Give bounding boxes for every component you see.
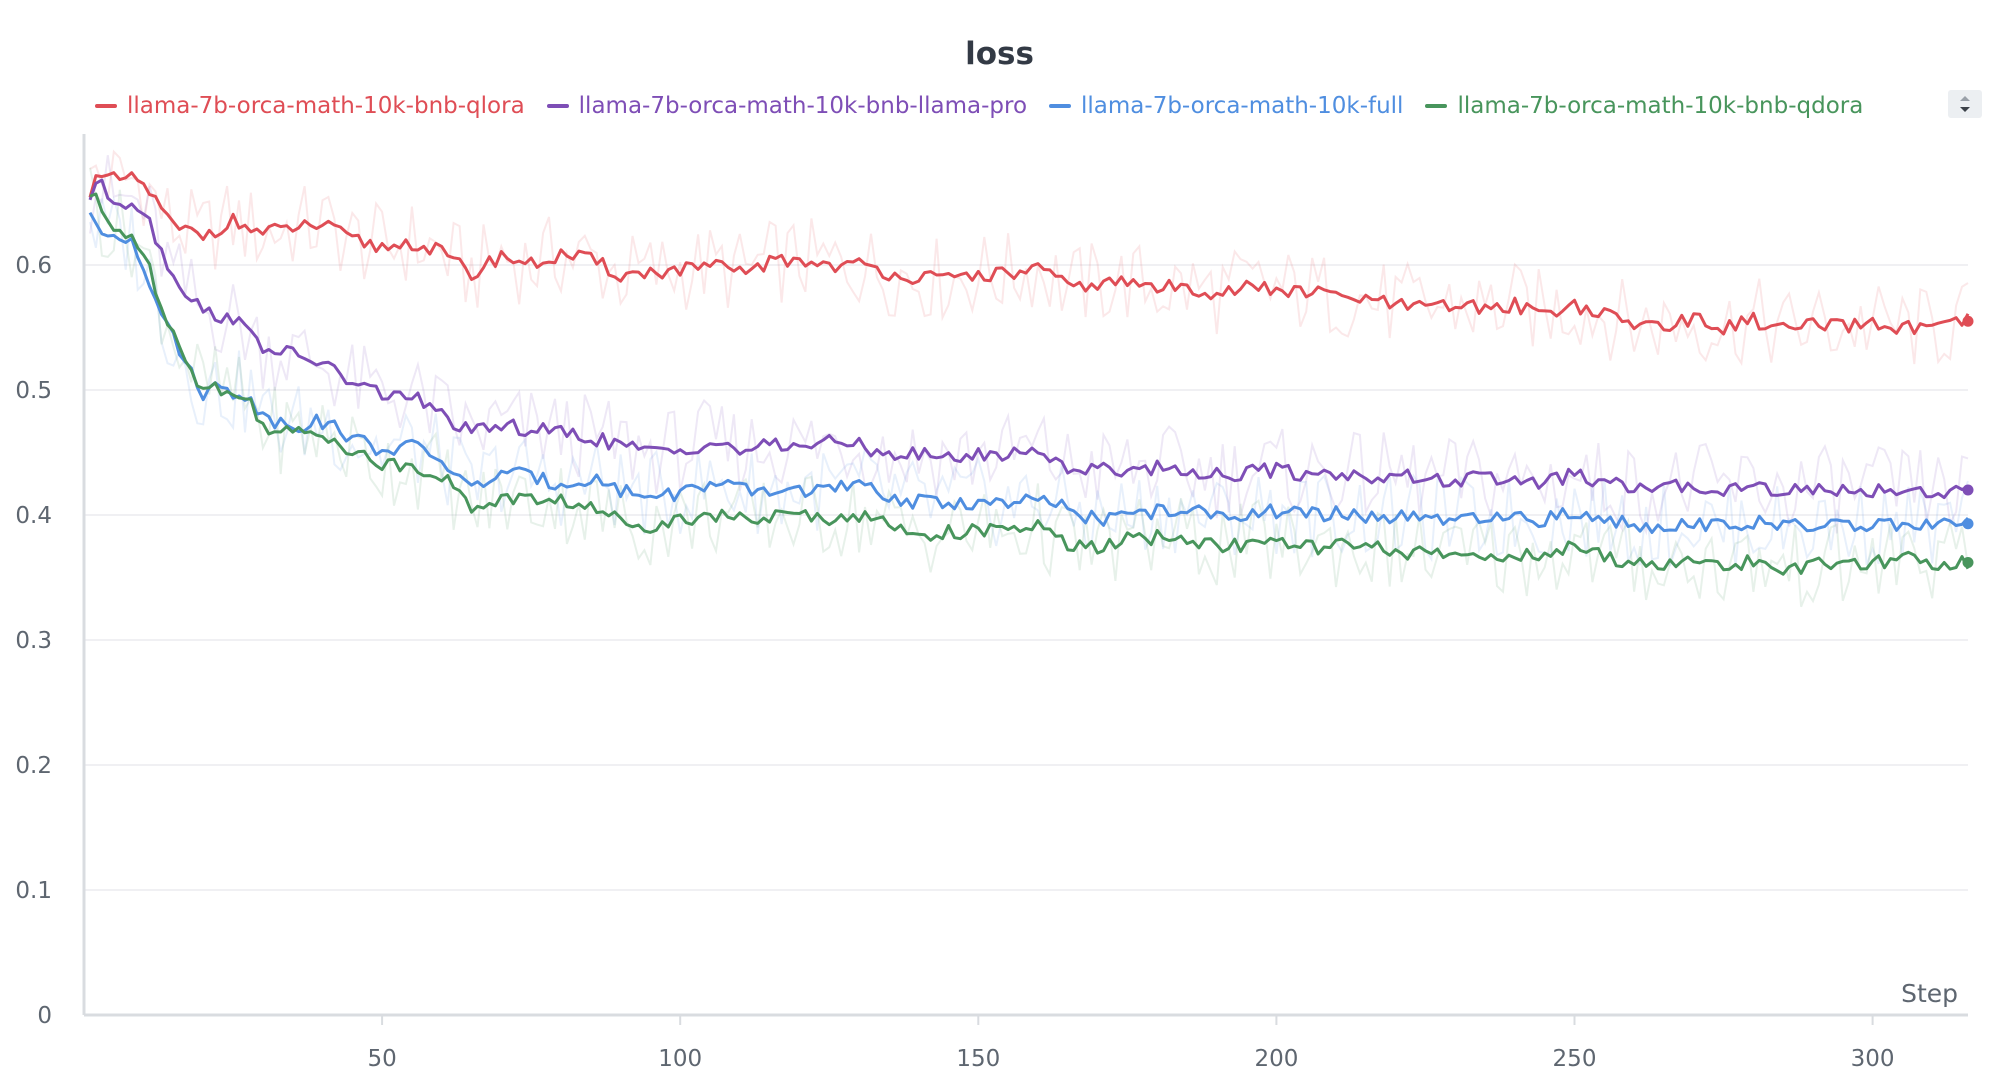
series-line[interactable] [89, 192, 1970, 576]
y-tick-label: 0.6 [15, 253, 52, 279]
series-end-marker [1962, 518, 1974, 530]
grid-lines [84, 264, 1968, 891]
legend-item[interactable]: llama-7b-orca-math-10k-bnb-llama-pro [546, 93, 1028, 119]
x-tick-label: 50 [367, 1046, 396, 1072]
legend-label: llama-7b-orca-math-10k-bnb-qdora [1457, 93, 1864, 119]
y-tick-label: 0.4 [15, 503, 52, 529]
x-tick-label: 200 [1254, 1046, 1298, 1072]
x-tick-label: 100 [658, 1046, 702, 1072]
legend: llama-7b-orca-math-10k-bnb-qlora llama-7b… [95, 86, 1863, 126]
x-tick-label: 300 [1851, 1046, 1895, 1072]
raw-series-line [89, 195, 1969, 569]
legend-swatch [546, 104, 569, 108]
raw-series-line [89, 167, 1969, 608]
chevron-up-down-icon [1960, 96, 1970, 112]
series-end-marker [1962, 557, 1974, 568]
series-end-marker [1962, 315, 1974, 327]
x-tick-label: 150 [956, 1046, 1000, 1072]
legend-swatch [1425, 104, 1448, 108]
series-layer [88, 171, 1974, 576]
raw-series-line [89, 155, 1969, 536]
series-line[interactable] [88, 211, 1970, 534]
raw-series-line [89, 149, 1969, 367]
legend-swatch [1049, 104, 1072, 108]
legend-label: llama-7b-orca-math-10k-bnb-qlora [127, 93, 525, 119]
legend-swatch [95, 104, 117, 108]
y-tick-label: 0 [37, 1003, 52, 1029]
x-axis-label: Step [1901, 979, 1958, 1008]
legend-item[interactable]: llama-7b-orca-math-10k-full [1049, 93, 1403, 119]
axes [82, 134, 1968, 1025]
y-tick-label: 0.3 [15, 628, 52, 654]
legend-scroll-button[interactable] [1948, 90, 1982, 118]
x-tick-label: 250 [1553, 1046, 1597, 1072]
y-tick-label: 0.5 [15, 378, 52, 404]
tick-labels: 0 0.1 0.2 0.3 0.4 0.5 0.6 50 100 150 200 250 300 [15, 253, 1894, 1072]
raw-series-layer [89, 149, 1969, 608]
y-tick-label: 0.1 [15, 878, 52, 904]
legend-label: llama-7b-orca-math-10k-bnb-llama-pro [578, 93, 1028, 119]
legend-label: llama-7b-orca-math-10k-full [1081, 93, 1404, 119]
series-end-marker [1962, 484, 1974, 496]
legend-item[interactable]: llama-7b-orca-math-10k-bnb-qdora [1425, 93, 1863, 119]
series-line[interactable] [88, 171, 1970, 336]
chart-title: loss [965, 36, 1034, 72]
series-line[interactable] [88, 178, 1969, 500]
legend-item[interactable]: llama-7b-orca-math-10k-bnb-qlora [95, 93, 525, 119]
y-tick-label: 0.2 [15, 753, 52, 779]
